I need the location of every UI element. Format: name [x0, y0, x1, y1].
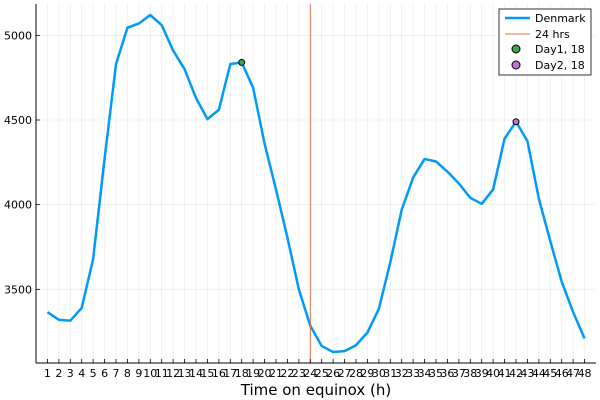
x-tick-label: 28	[349, 367, 363, 380]
x-tick-label: 29	[360, 367, 374, 380]
x-tick-label: 22	[280, 367, 294, 380]
x-tick-label: 10	[143, 367, 157, 380]
x-tick-label: 44	[532, 367, 546, 380]
x-tick-label: 46	[555, 367, 569, 380]
x-axis-label: Time on equinox (h)	[240, 381, 391, 399]
x-tick-label: 20	[258, 367, 272, 380]
x-tick-label: 34	[418, 367, 432, 380]
legend-label-denmark: Denmark	[535, 12, 586, 25]
x-tick-label: 3	[67, 367, 74, 380]
grid-lines	[36, 4, 596, 363]
legend-marker-day1-18	[511, 44, 521, 54]
x-tick-label: 1	[44, 367, 51, 380]
x-tick-label: 17	[223, 367, 237, 380]
series-line-denmark	[46, 13, 586, 354]
x-tick-label: 7	[113, 367, 120, 380]
x-tick-label: 6	[101, 367, 108, 380]
x-tick-label: 47	[566, 367, 580, 380]
x-tick-label: 43	[520, 367, 534, 380]
legend-marker-day2-18	[511, 60, 521, 70]
point-day1-18	[238, 58, 246, 66]
y-tick-label: 3500	[4, 283, 32, 296]
y-tick-label: 4500	[4, 114, 32, 127]
x-tick-label: 30	[372, 367, 386, 380]
x-tick-label: 13	[178, 367, 192, 380]
x-tick-label: 5	[90, 367, 97, 380]
x-tick-label: 26	[326, 367, 340, 380]
x-tick-label: 41	[498, 367, 512, 380]
point-day2-18	[512, 118, 520, 126]
x-tick-label: 14	[189, 367, 203, 380]
x-tick-label: 16	[212, 367, 226, 380]
x-tick-label: 12	[166, 367, 180, 380]
x-tick-label: 4	[78, 367, 85, 380]
x-tick-label: 27	[338, 367, 352, 380]
x-tick-label: 39	[475, 367, 489, 380]
x-tick-label: 24	[303, 367, 317, 380]
x-tick-label: 18	[235, 367, 249, 380]
x-tick-label: 19	[246, 367, 260, 380]
x-tick-label: 36	[440, 367, 454, 380]
x-tick-label: 2	[55, 367, 62, 380]
plot-area	[46, 4, 586, 363]
legend: Denmark 24 hrs Day1, 18 Day2, 18	[498, 8, 592, 76]
legend-label-day2-18: Day2, 18	[535, 59, 585, 72]
x-tick-label: 40	[486, 367, 500, 380]
x-tick-label: 45	[543, 367, 557, 380]
x-tick-label: 37	[452, 367, 466, 380]
x-tick-label: 48	[578, 367, 592, 380]
x-tick-label: 25	[315, 367, 329, 380]
x-tick-label: 23	[292, 367, 306, 380]
x-tick-label: 21	[269, 367, 283, 380]
x-tick-label: 9	[135, 367, 142, 380]
x-tick-label: 38	[463, 367, 477, 380]
legend-label-24-hrs: 24 hrs	[535, 28, 570, 41]
y-tick-label: 4000	[4, 199, 32, 212]
axes: 1 2 3 4 5 6 7 8 9 1011121314151617181920212223242…	[4, 4, 596, 380]
x-tick-label: 31	[383, 367, 397, 380]
x-tick-label: 33	[406, 367, 420, 380]
y-tick-label: 5000	[4, 29, 32, 42]
x-tick-label: 8	[124, 367, 131, 380]
x-tick-label: 15	[200, 367, 214, 380]
x-tick-label: 42	[509, 367, 523, 380]
x-tick-label: 35	[429, 367, 443, 380]
x-tick-label: 32	[395, 367, 409, 380]
x-tick-label: 11	[155, 367, 169, 380]
legend-label-day1-18: Day1, 18	[535, 43, 585, 56]
